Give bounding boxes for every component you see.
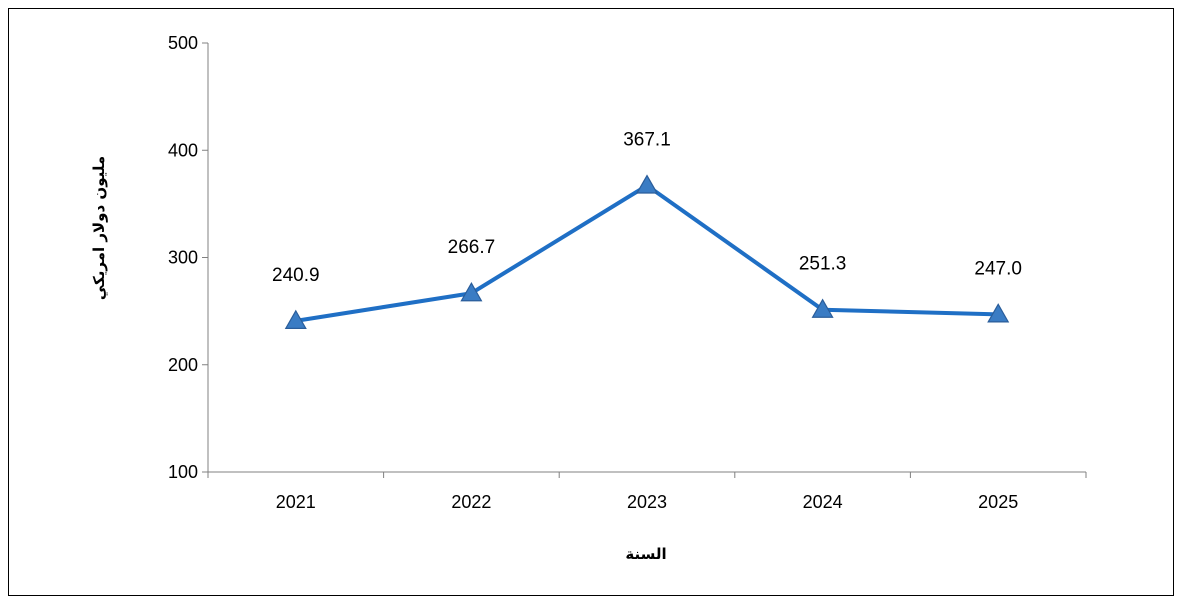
y-tick-labels: 100 200 300 400 500	[168, 33, 198, 482]
x-tick-label: 2025	[978, 492, 1018, 512]
series-line	[295, 183, 999, 323]
x-tick-label: 2023	[627, 492, 667, 512]
y-axis-title: مليون دولار امريكي	[90, 156, 108, 300]
x-tick-labels: 2021 2022 2023 2024 2025	[276, 492, 1018, 512]
x-axis-title: السنة	[625, 545, 666, 563]
data-label: 251.3	[799, 254, 847, 275]
data-point-marker	[284, 309, 307, 329]
data-point-marker	[635, 174, 659, 194]
data-point-marker	[811, 298, 834, 318]
data-label: 240.9	[272, 265, 320, 286]
x-tick-label: 2021	[276, 492, 316, 512]
x-tick-label: 2022	[451, 492, 491, 512]
data-labels: 240.9 266.7 367.1 251.3 247.0	[272, 130, 1022, 286]
y-tick-label: 200	[168, 355, 198, 375]
x-tick-label: 2024	[803, 492, 843, 512]
data-point-marker	[987, 303, 1010, 323]
chart-frame	[8, 8, 1174, 596]
data-label: 367.1	[623, 130, 671, 151]
data-label: 266.7	[448, 237, 496, 258]
data-label: 247.0	[974, 258, 1022, 279]
y-tick-label: 100	[168, 462, 198, 482]
data-point-marker	[460, 282, 483, 302]
y-tick-label: 500	[168, 33, 198, 53]
axes	[202, 42, 1087, 478]
y-tick-label: 300	[168, 248, 198, 268]
y-tick-label: 400	[168, 140, 198, 160]
series-markers	[284, 174, 1010, 329]
